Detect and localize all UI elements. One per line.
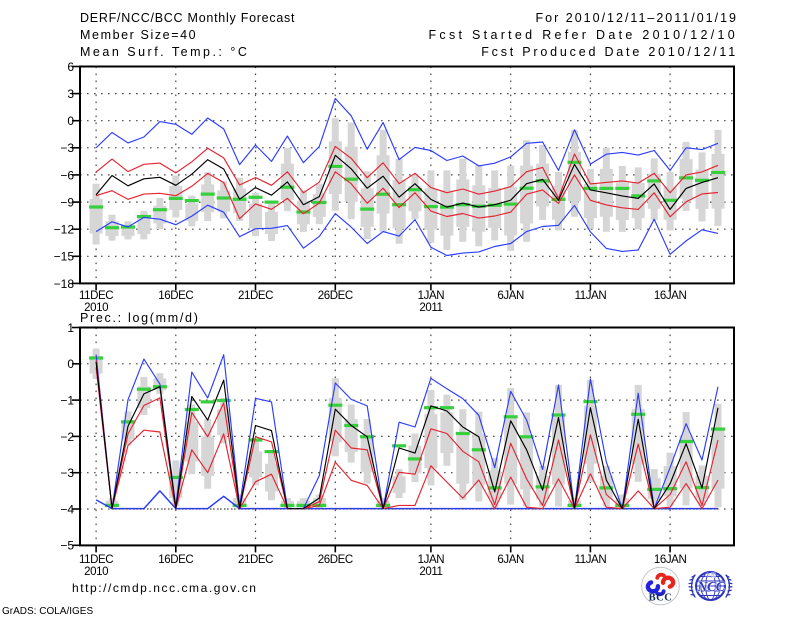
svg-text:2011: 2011 bbox=[419, 566, 442, 578]
svg-text:16JAN: 16JAN bbox=[654, 554, 687, 566]
svg-text:Member Size=40: Member Size=40 bbox=[80, 28, 197, 42]
svg-text:2010: 2010 bbox=[84, 302, 108, 314]
svg-text:For 2010/12/11–2011/01/19: For 2010/12/11–2011/01/19 bbox=[536, 11, 738, 25]
svg-text:1JAN: 1JAN bbox=[418, 290, 445, 302]
svg-text:11DEC: 11DEC bbox=[79, 554, 113, 566]
svg-text:GrADS: COLA/IGES: GrADS: COLA/IGES bbox=[2, 606, 93, 617]
svg-text:−1: −1 bbox=[60, 394, 74, 408]
svg-text:−3: −3 bbox=[60, 466, 74, 480]
svg-text:1JAN: 1JAN bbox=[418, 554, 445, 566]
svg-text:16JAN: 16JAN bbox=[654, 290, 687, 302]
svg-text:−4: −4 bbox=[60, 502, 74, 516]
svg-text:−15: −15 bbox=[54, 250, 75, 264]
svg-text:16DEC: 16DEC bbox=[158, 554, 193, 566]
svg-text:Fcst Started Refer Date 2010/1: Fcst Started Refer Date 2010/12/10 bbox=[428, 28, 738, 42]
svg-text:1: 1 bbox=[67, 321, 74, 335]
svg-text:−18: −18 bbox=[54, 277, 75, 291]
svg-text:http://cmdp.ncc.cma.gov.cn: http://cmdp.ncc.cma.gov.cn bbox=[72, 581, 257, 595]
svg-text:−12: −12 bbox=[54, 223, 75, 237]
svg-text:NCC: NCC bbox=[696, 580, 725, 595]
svg-text:21DEC: 21DEC bbox=[238, 290, 273, 302]
svg-text:0: 0 bbox=[67, 114, 74, 128]
svg-text:BCC: BCC bbox=[649, 593, 673, 604]
svg-text:0: 0 bbox=[67, 357, 74, 371]
svg-text:21DEC: 21DEC bbox=[238, 554, 273, 566]
svg-text:26DEC: 26DEC bbox=[318, 290, 353, 302]
svg-text:−9: −9 bbox=[60, 196, 74, 210]
svg-text:2011: 2011 bbox=[419, 302, 442, 314]
svg-text:−5: −5 bbox=[60, 539, 74, 553]
svg-text:Mean Surf. Temp.: °C: Mean Surf. Temp.: °C bbox=[80, 45, 249, 59]
svg-text:−2: −2 bbox=[60, 430, 74, 444]
svg-text:2010: 2010 bbox=[84, 566, 108, 578]
svg-text:6JAN: 6JAN bbox=[497, 554, 524, 566]
svg-text:11JAN: 11JAN bbox=[575, 290, 607, 302]
svg-text:26DEC: 26DEC bbox=[318, 554, 353, 566]
svg-text:Fcst Produced Date 2010/12/11: Fcst Produced Date 2010/12/11 bbox=[481, 45, 738, 59]
svg-text:11DEC: 11DEC bbox=[79, 290, 113, 302]
svg-text:中国: 中国 bbox=[705, 572, 717, 580]
svg-text:6JAN: 6JAN bbox=[497, 290, 524, 302]
svg-text:DERF/NCC/BCC Monthly Forecast: DERF/NCC/BCC Monthly Forecast bbox=[80, 11, 295, 25]
svg-text:3: 3 bbox=[67, 87, 74, 101]
svg-text:−6: −6 bbox=[60, 168, 74, 182]
svg-text:−3: −3 bbox=[60, 141, 74, 155]
svg-text:11JAN: 11JAN bbox=[575, 554, 607, 566]
svg-text:6: 6 bbox=[67, 60, 74, 74]
svg-text:Prec.: log(mm/d): Prec.: log(mm/d) bbox=[80, 311, 200, 325]
svg-text:16DEC: 16DEC bbox=[158, 290, 193, 302]
